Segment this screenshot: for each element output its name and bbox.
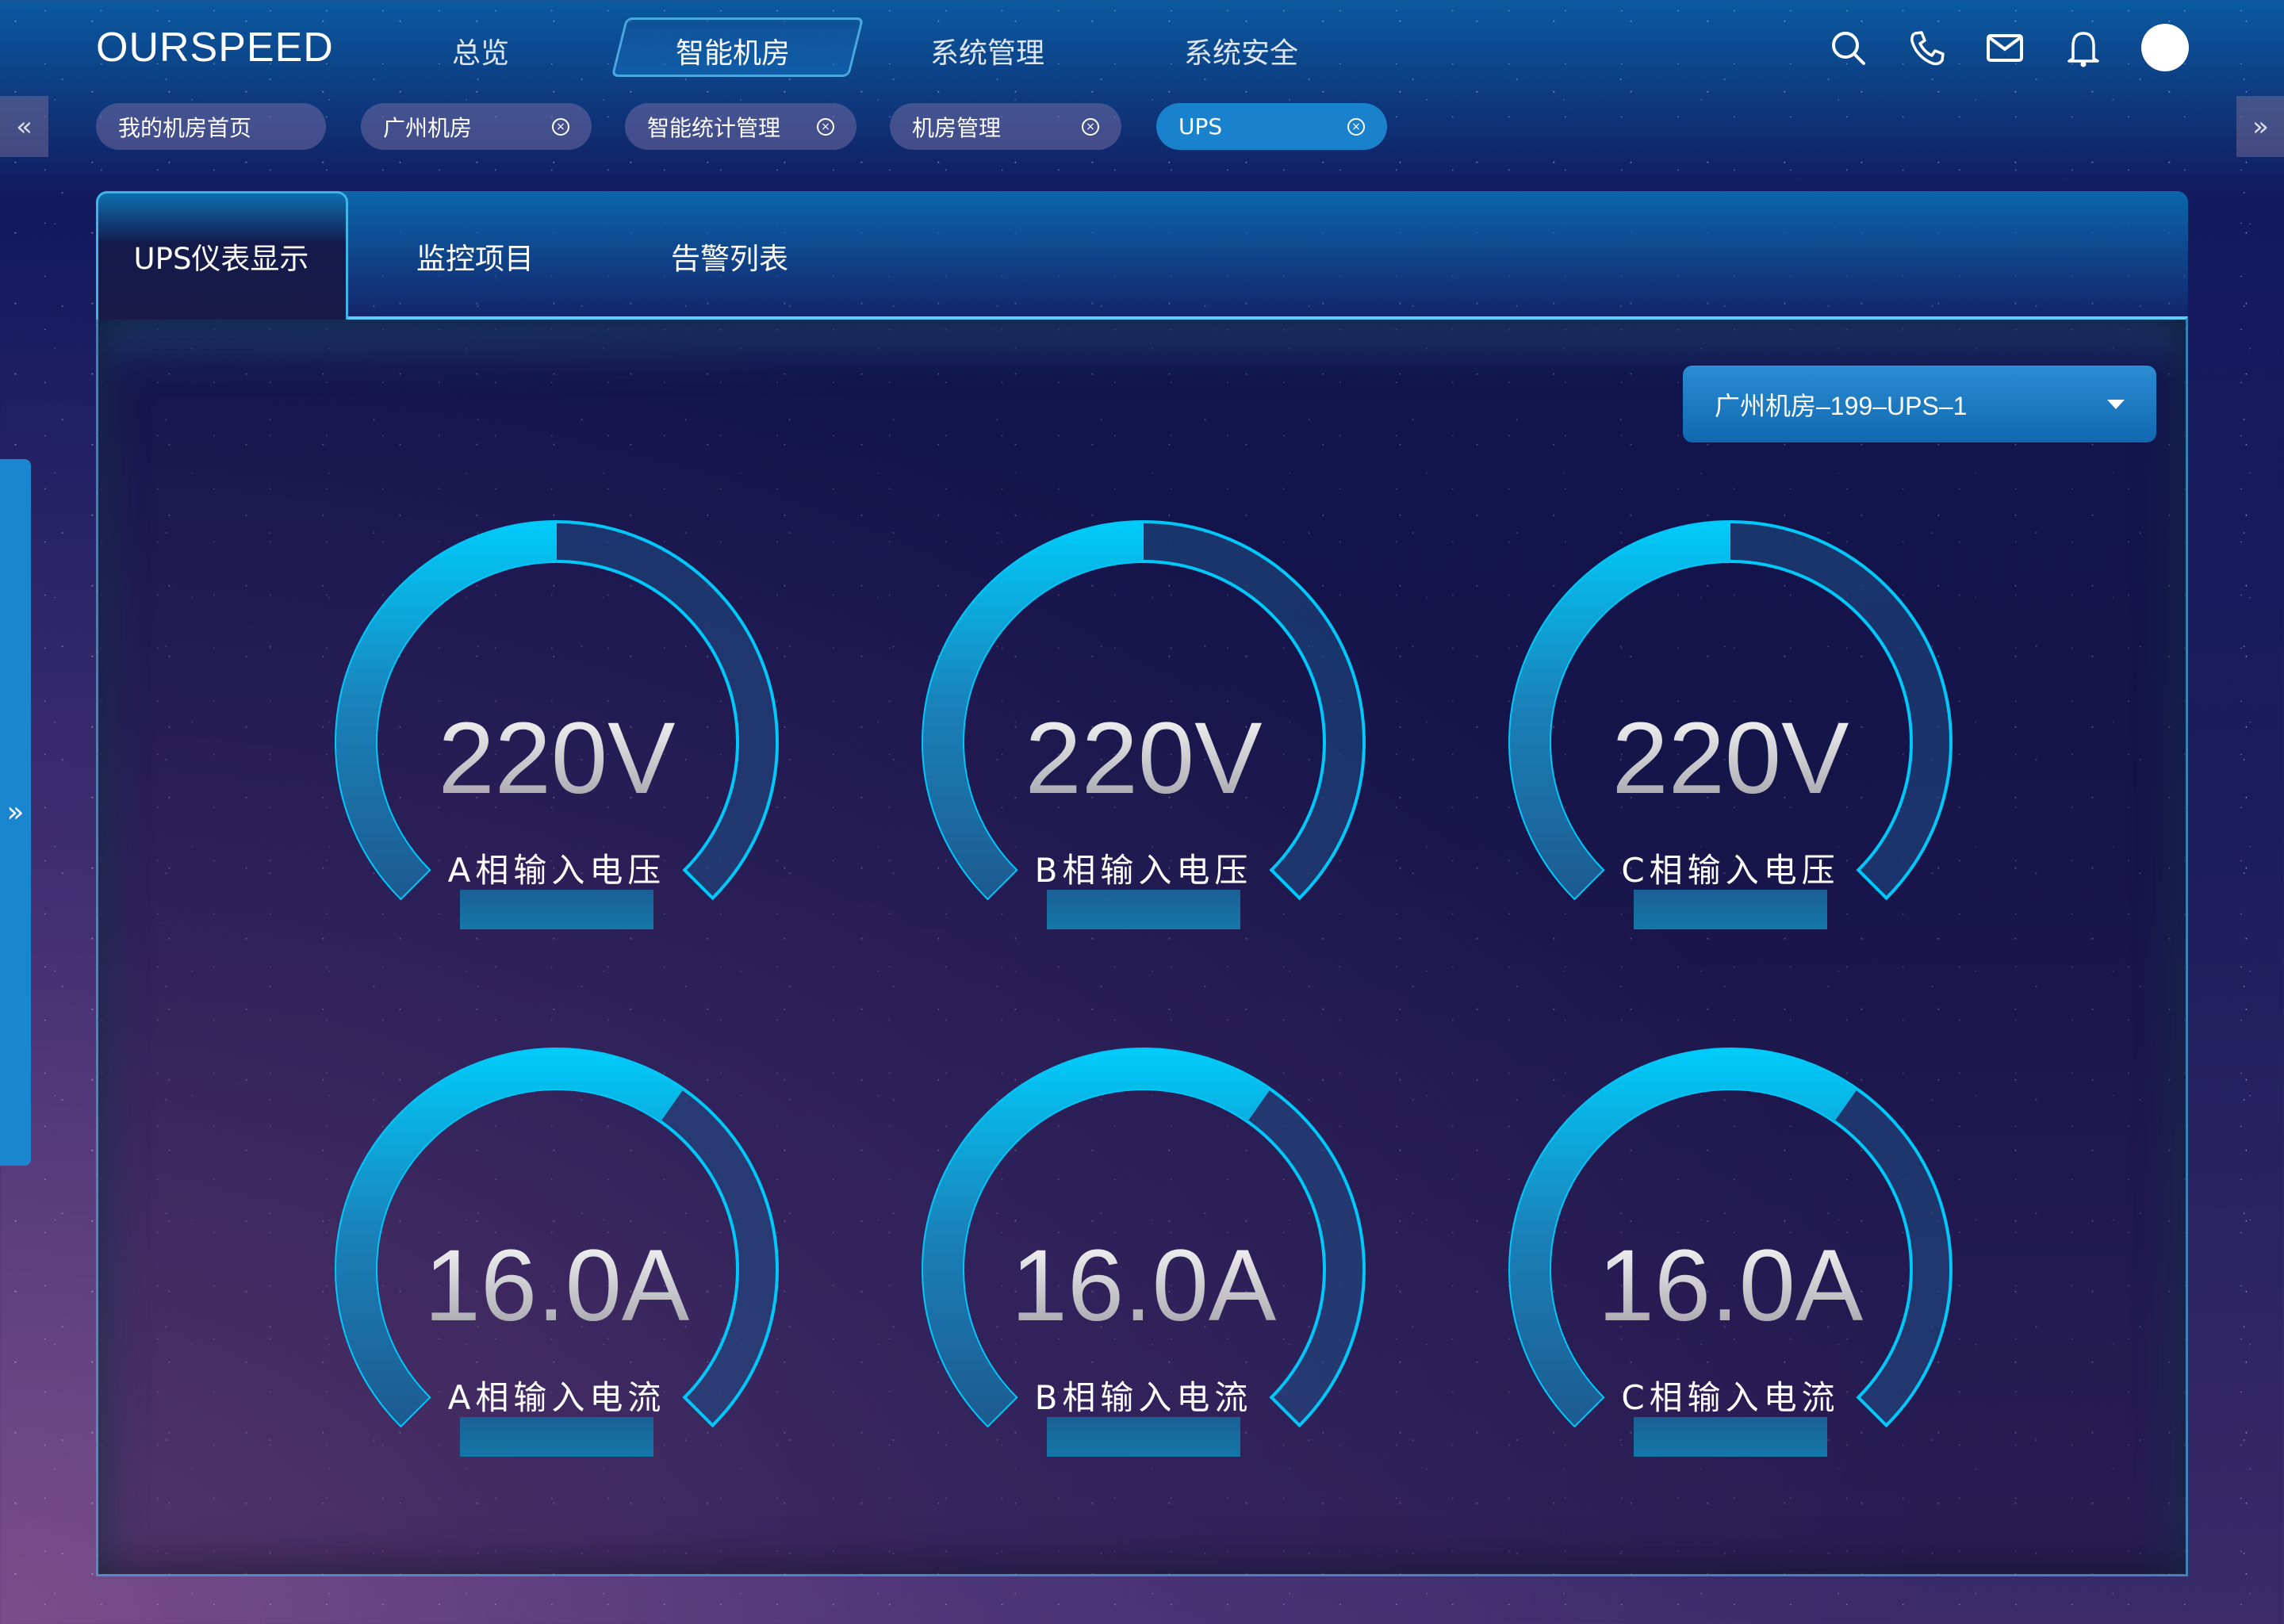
- search-icon[interactable]: [1829, 29, 1868, 68]
- caret-down-icon: [2107, 399, 2125, 409]
- tab-label: 广州机房: [383, 114, 473, 141]
- panel-tab-monitoring-items[interactable]: 监控项目: [416, 242, 534, 276]
- panel-tab-alarm-list[interactable]: 告警列表: [671, 242, 788, 276]
- panel-tab-ups-gauges[interactable]: UPS仪表显示: [133, 242, 309, 276]
- device-select[interactable]: 广州机房–199–UPS–1: [1683, 366, 2156, 442]
- nav-system-security[interactable]: 系统安全: [1183, 37, 1299, 70]
- gauge-label: A相输入电压: [448, 851, 666, 890]
- logo[interactable]: OURSPEED: [96, 25, 334, 71]
- device-select-value: 广州机房–199–UPS–1: [1715, 391, 1968, 420]
- close-icon[interactable]: ×: [552, 117, 569, 136]
- tab-label: 我的机房首页: [118, 114, 252, 141]
- gauge-label: B相输入电流: [1035, 1378, 1253, 1417]
- tab-label: 智能统计管理: [647, 114, 781, 141]
- tab-smart-statistics[interactable]: 智能统计管理 ×: [625, 103, 856, 150]
- bell-icon[interactable]: [2064, 29, 2103, 68]
- gauge-fill: [1509, 1048, 1857, 1426]
- gauge: 16.0A C相输入电流: [1508, 1048, 1953, 1457]
- gauge-fill: [335, 1048, 684, 1426]
- nav-overview[interactable]: 总览: [451, 37, 510, 70]
- nav-system-management[interactable]: 系统管理: [929, 37, 1045, 70]
- tab-room-management[interactable]: 机房管理 ×: [890, 103, 1121, 150]
- gauge-pedestal: [460, 890, 653, 929]
- gauge-fill: [336, 522, 557, 898]
- gauge-value: 220V: [439, 702, 676, 815]
- gauge-fill: [922, 1048, 1270, 1426]
- tab-my-room-home[interactable]: 我的机房首页: [96, 103, 326, 150]
- phone-icon[interactable]: [1907, 29, 1947, 68]
- gauge: 16.0A A相输入电流: [335, 1048, 779, 1457]
- gauge-fill: [923, 522, 1144, 898]
- sidebar-expand-handle[interactable]: »: [0, 459, 31, 1166]
- gauge-pedestal: [460, 1417, 653, 1457]
- panel-tab-bar: [96, 191, 2188, 316]
- tab-label: UPS: [1178, 113, 1223, 140]
- gauge: 220V B相输入电压: [922, 520, 1366, 929]
- mail-icon[interactable]: [1985, 29, 2025, 68]
- gauge-label: C相输入电压: [1621, 851, 1839, 890]
- close-icon[interactable]: ×: [1082, 117, 1099, 136]
- gauge-pedestal: [1047, 890, 1240, 929]
- gauge-pedestal: [1634, 1417, 1827, 1457]
- gauge: 220V A相输入电压: [335, 520, 779, 929]
- gauge-pedestal: [1047, 1417, 1240, 1457]
- gauge: 16.0A B相输入电流: [922, 1048, 1366, 1457]
- tabs-scroll-right-button[interactable]: »: [2236, 96, 2284, 157]
- gauge-value: 220V: [1612, 702, 1849, 815]
- gauge-label: B相输入电压: [1035, 851, 1253, 890]
- gauge-value: 16.0A: [1011, 1229, 1277, 1342]
- close-icon[interactable]: ×: [1347, 117, 1365, 136]
- gauge: 220V C相输入电压: [1508, 520, 1953, 929]
- gauge-value: 220V: [1025, 702, 1263, 815]
- gauge-label: A相输入电流: [448, 1378, 666, 1417]
- tab-ups[interactable]: UPS ×: [1156, 103, 1387, 150]
- tab-label: 机房管理: [912, 114, 1002, 141]
- tab-guangzhou-room[interactable]: 广州机房 ×: [361, 103, 592, 150]
- gauge-label: C相输入电流: [1621, 1378, 1839, 1417]
- gauge-pedestal: [1634, 890, 1827, 929]
- gauge-fill: [1510, 522, 1730, 898]
- tabs-scroll-left-button[interactable]: «: [0, 96, 48, 157]
- close-icon[interactable]: ×: [817, 117, 834, 136]
- avatar[interactable]: [2141, 24, 2189, 71]
- gauge-value: 16.0A: [424, 1229, 690, 1342]
- gauge-value: 16.0A: [1598, 1229, 1864, 1342]
- nav-smart-room[interactable]: 智能机房: [675, 37, 791, 70]
